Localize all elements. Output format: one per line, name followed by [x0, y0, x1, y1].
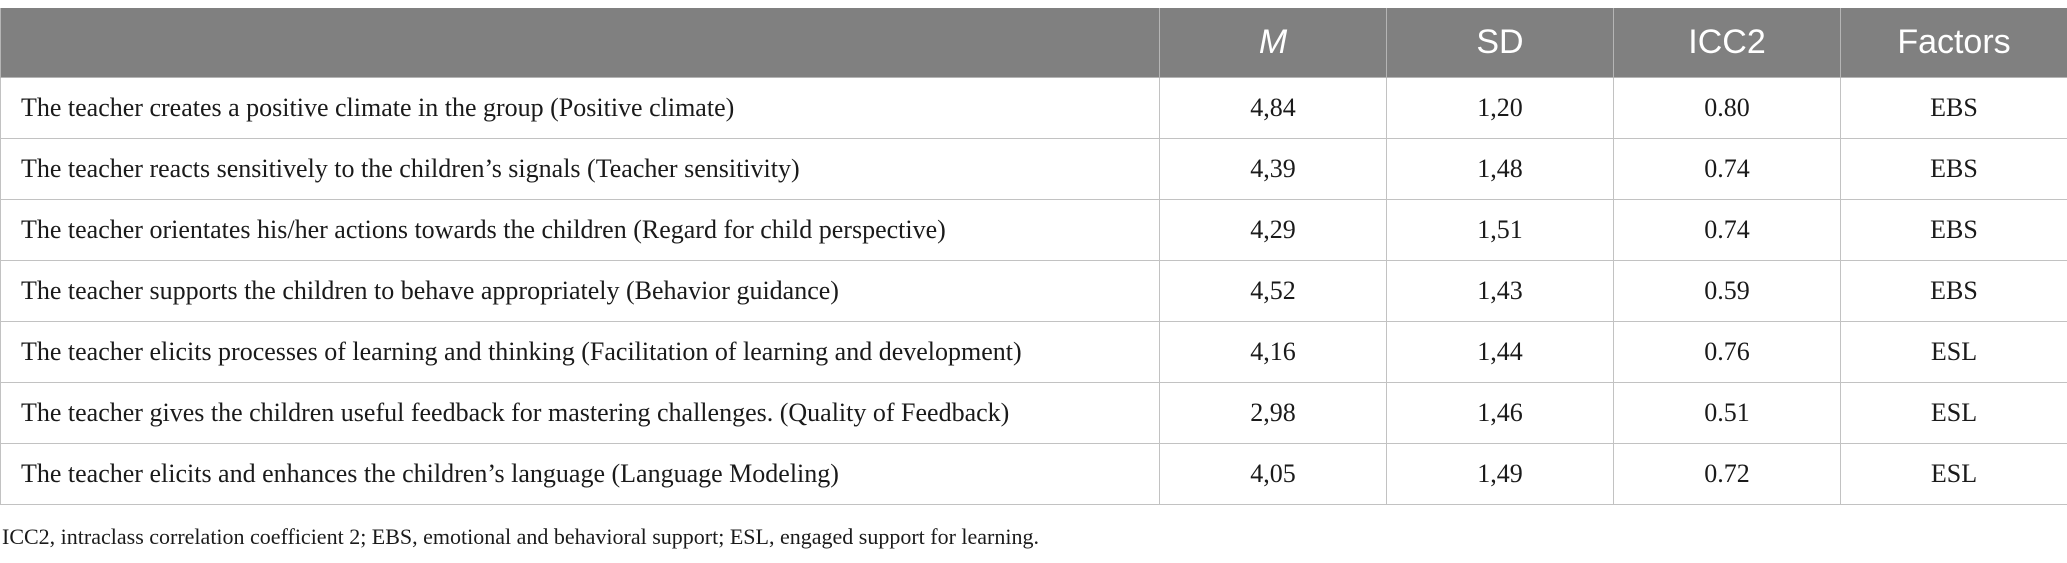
- icc2-cell: 0.74: [1613, 138, 1841, 200]
- mean-cell: 4,39: [1159, 138, 1387, 200]
- table-row: The teacher supports the children to beh…: [0, 260, 2067, 322]
- table-row: The teacher elicits and enhances the chi…: [0, 443, 2067, 505]
- item-cell: The teacher supports the children to beh…: [0, 260, 1160, 322]
- icc2-cell: 0.74: [1613, 199, 1841, 261]
- icc2-cell: 0.59: [1613, 260, 1841, 322]
- header-factors: Factors: [1840, 8, 2067, 78]
- factor-cell: EBS: [1840, 260, 2067, 322]
- factor-cell: EBS: [1840, 138, 2067, 200]
- sd-cell: 1,46: [1386, 382, 1614, 444]
- factor-cell: ESL: [1840, 382, 2067, 444]
- table-body: The teacher creates a positive climate i…: [0, 77, 2067, 505]
- factor-cell: ESL: [1840, 321, 2067, 383]
- header-mean: M: [1159, 8, 1387, 78]
- item-cell: The teacher reacts sensitively to the ch…: [0, 138, 1160, 200]
- sd-cell: 1,51: [1386, 199, 1614, 261]
- factor-cell: ESL: [1840, 443, 2067, 505]
- item-cell: The teacher gives the children useful fe…: [0, 382, 1160, 444]
- sd-cell: 1,44: [1386, 321, 1614, 383]
- table-header: M SD ICC2 Factors: [0, 8, 2067, 78]
- icc2-cell: 0.51: [1613, 382, 1841, 444]
- header-icc2: ICC2: [1613, 8, 1841, 78]
- mean-cell: 4,29: [1159, 199, 1387, 261]
- table-row: The teacher reacts sensitively to the ch…: [0, 138, 2067, 200]
- factor-cell: EBS: [1840, 77, 2067, 139]
- header-sd: SD: [1386, 8, 1614, 78]
- icc2-cell: 0.72: [1613, 443, 1841, 505]
- mean-cell: 4,16: [1159, 321, 1387, 383]
- item-cell: The teacher creates a positive climate i…: [0, 77, 1160, 139]
- table-row: The teacher creates a positive climate i…: [0, 77, 2067, 139]
- table-row: The teacher elicits processes of learnin…: [0, 321, 2067, 383]
- mean-cell: 4,84: [1159, 77, 1387, 139]
- table-row: The teacher orientates his/her actions t…: [0, 199, 2067, 261]
- sd-cell: 1,48: [1386, 138, 1614, 200]
- sd-cell: 1,20: [1386, 77, 1614, 139]
- data-table-container: M SD ICC2 Factors The teacher creates a …: [0, 8, 2067, 505]
- item-cell: The teacher orientates his/her actions t…: [0, 199, 1160, 261]
- icc2-cell: 0.80: [1613, 77, 1841, 139]
- factor-cell: EBS: [1840, 199, 2067, 261]
- sd-cell: 1,43: [1386, 260, 1614, 322]
- header-row: M SD ICC2 Factors: [0, 8, 2067, 78]
- mean-cell: 2,98: [1159, 382, 1387, 444]
- table-row: The teacher gives the children useful fe…: [0, 382, 2067, 444]
- table-footnote: ICC2, intraclass correlation coefficient…: [2, 524, 1039, 549]
- icc2-cell: 0.76: [1613, 321, 1841, 383]
- item-cell: The teacher elicits processes of learnin…: [0, 321, 1160, 383]
- item-cell: The teacher elicits and enhances the chi…: [0, 443, 1160, 505]
- data-table: M SD ICC2 Factors The teacher creates a …: [0, 8, 2067, 505]
- header-item: [0, 8, 1160, 78]
- mean-cell: 4,52: [1159, 260, 1387, 322]
- mean-cell: 4,05: [1159, 443, 1387, 505]
- sd-cell: 1,49: [1386, 443, 1614, 505]
